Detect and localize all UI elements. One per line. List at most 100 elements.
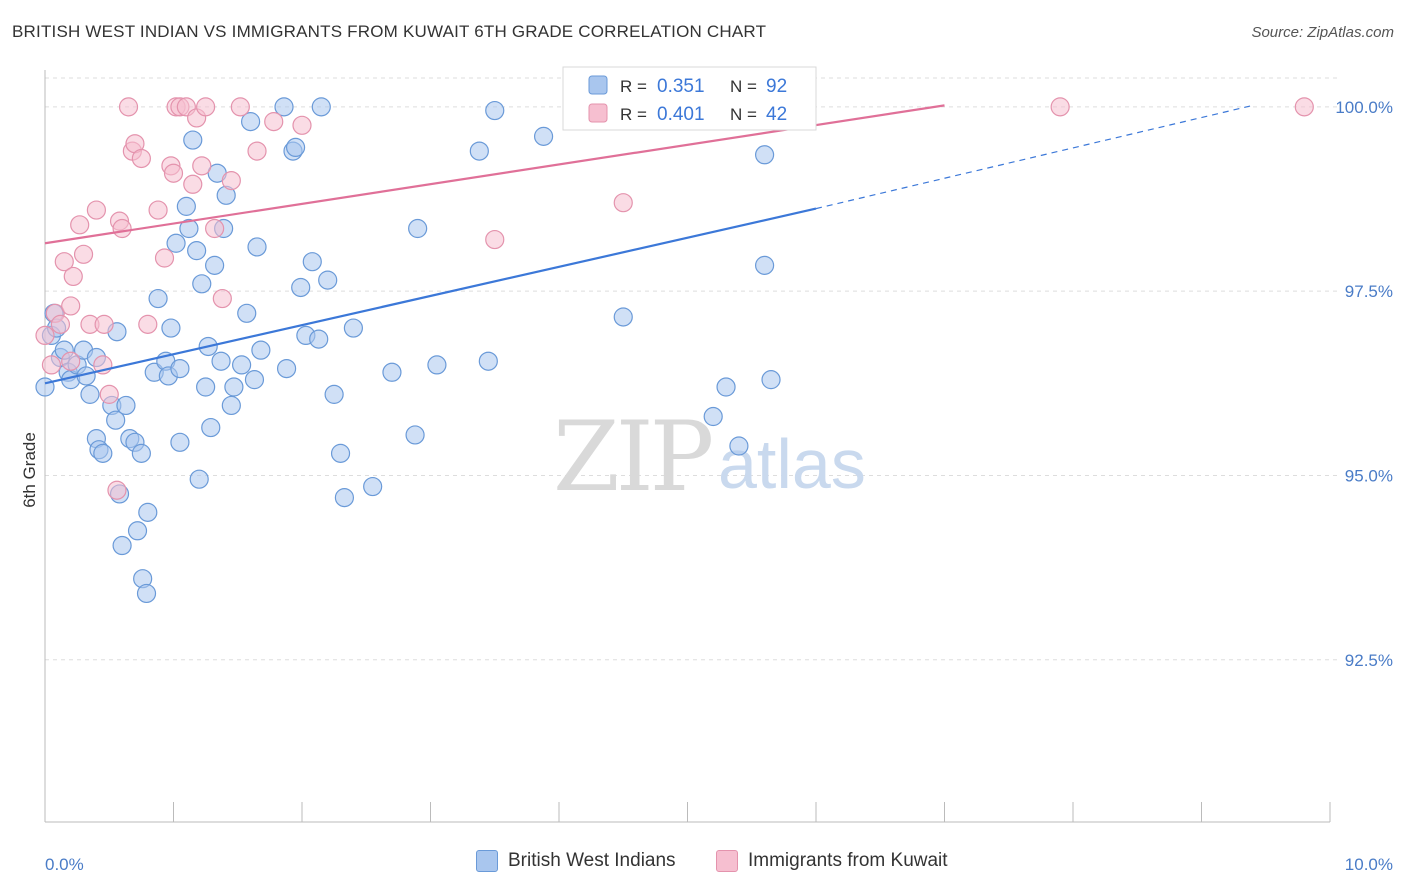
chart-title: BRITISH WEST INDIAN VS IMMIGRANTS FROM K… xyxy=(12,22,767,41)
data-point-british-west-indians xyxy=(93,443,113,463)
data-point-british-west-indians xyxy=(318,270,338,290)
series-immigrants-from-kuwait xyxy=(35,97,1314,500)
bottom-legend-item-blue[interactable]: British West Indians xyxy=(476,850,676,872)
watermark-zip: ZIP xyxy=(553,401,712,513)
data-point-immigrants-from-kuwait xyxy=(292,115,312,135)
data-point-british-west-indians xyxy=(274,97,294,117)
data-point-immigrants-from-kuwait xyxy=(192,156,212,176)
data-point-british-west-indians xyxy=(183,130,203,150)
data-point-british-west-indians xyxy=(382,362,402,382)
data-point-immigrants-from-kuwait xyxy=(212,288,232,309)
data-point-british-west-indians xyxy=(324,384,344,404)
trend-line-british-west-indians-extension xyxy=(815,104,1254,210)
x-tick-labels: 0.0% 10.0% xyxy=(45,855,1393,874)
data-point-british-west-indians xyxy=(205,255,225,275)
trend-lines xyxy=(44,104,1254,385)
data-point-british-west-indians xyxy=(106,410,126,430)
axes xyxy=(44,70,1331,823)
data-point-british-west-indians xyxy=(427,355,447,375)
data-point-british-west-indians xyxy=(241,112,261,132)
data-point-british-west-indians xyxy=(192,274,212,294)
data-point-british-west-indians xyxy=(112,535,132,556)
data-point-british-west-indians xyxy=(754,255,775,275)
data-point-british-west-indians xyxy=(176,196,196,216)
data-point-british-west-indians xyxy=(703,406,723,427)
data-point-immigrants-from-kuwait xyxy=(264,112,284,132)
data-point-british-west-indians xyxy=(35,377,55,397)
bottom-legend-item-pink[interactable]: Immigrants from Kuwait xyxy=(716,850,948,872)
data-point-immigrants-from-kuwait xyxy=(50,314,71,334)
data-point-immigrants-from-kuwait xyxy=(230,97,250,117)
data-point-british-west-indians xyxy=(127,521,148,541)
data-point-british-west-indians xyxy=(405,425,425,445)
data-point-british-west-indians xyxy=(131,443,151,463)
data-point-british-west-indians xyxy=(224,377,244,397)
data-point-immigrants-from-kuwait xyxy=(35,325,55,346)
data-point-immigrants-from-kuwait xyxy=(131,148,151,169)
x-tick-label-max: 10.0% xyxy=(1345,855,1393,874)
data-point-british-west-indians xyxy=(189,469,209,489)
legend-box: R = 0.351 N = 92 R = 0.401 N = 42 xyxy=(562,66,817,131)
y-tick-label: 97.5% xyxy=(1345,282,1393,301)
data-point-british-west-indians xyxy=(729,436,749,456)
data-point-british-west-indians xyxy=(469,141,489,161)
legend-r-value-blue: 0.351 xyxy=(657,76,705,97)
x-tick-label-min: 0.0% xyxy=(45,855,84,874)
y-tick-label: 95.0% xyxy=(1345,466,1393,485)
data-point-british-west-indians xyxy=(136,583,157,604)
data-point-british-west-indians xyxy=(244,370,265,390)
data-point-british-west-indians xyxy=(211,351,231,371)
legend-r-label-blue: R = xyxy=(620,77,647,96)
data-point-british-west-indians xyxy=(116,395,136,416)
legend-r-value-pink: 0.401 xyxy=(657,104,705,125)
bottom-legend-label-blue: British West Indians xyxy=(508,850,676,871)
data-point-british-west-indians xyxy=(138,502,158,522)
data-point-british-west-indians xyxy=(80,384,100,404)
data-point-british-west-indians xyxy=(302,252,322,272)
data-point-british-west-indians xyxy=(232,355,252,375)
legend-r-label-pink: R = xyxy=(620,105,647,124)
data-point-immigrants-from-kuwait xyxy=(613,193,633,213)
y-tick-label: 92.5% xyxy=(1345,651,1393,670)
data-point-british-west-indians xyxy=(170,358,190,379)
data-point-british-west-indians xyxy=(196,377,216,397)
legend-n-label-blue: N = xyxy=(730,77,757,96)
data-point-british-west-indians xyxy=(330,443,351,463)
data-point-immigrants-from-kuwait xyxy=(1050,97,1070,117)
data-point-british-west-indians xyxy=(478,351,498,371)
legend-n-value-blue: 92 xyxy=(766,76,787,97)
y-axis-label: 6th Grade xyxy=(20,432,39,508)
data-point-immigrants-from-kuwait xyxy=(112,218,132,239)
series-british-west-indians xyxy=(35,97,781,604)
legend-n-label-pink: N = xyxy=(730,105,757,124)
data-point-immigrants-from-kuwait xyxy=(86,200,107,220)
data-point-immigrants-from-kuwait xyxy=(196,97,216,117)
data-point-immigrants-from-kuwait xyxy=(148,200,168,220)
data-point-immigrants-from-kuwait xyxy=(41,355,62,375)
data-point-british-west-indians xyxy=(533,126,554,146)
data-point-british-west-indians xyxy=(276,358,297,379)
data-point-british-west-indians xyxy=(613,307,633,327)
data-point-immigrants-from-kuwait xyxy=(54,252,74,272)
bottom-legend-swatch-pink xyxy=(716,850,738,872)
data-point-british-west-indians xyxy=(285,137,306,158)
data-point-british-west-indians xyxy=(161,318,181,338)
legend-swatch-blue xyxy=(588,75,608,95)
data-point-immigrants-from-kuwait xyxy=(63,266,83,287)
data-point-immigrants-from-kuwait xyxy=(61,296,81,316)
data-point-british-west-indians xyxy=(179,218,199,239)
data-point-immigrants-from-kuwait xyxy=(154,248,175,268)
data-point-immigrants-from-kuwait xyxy=(247,141,267,161)
trend-line-british-west-indians xyxy=(44,207,817,385)
data-point-immigrants-from-kuwait xyxy=(70,215,90,235)
data-point-british-west-indians xyxy=(754,145,775,165)
data-point-british-west-indians xyxy=(291,277,311,298)
data-point-british-west-indians xyxy=(201,417,221,438)
data-point-immigrants-from-kuwait xyxy=(163,163,184,183)
data-point-british-west-indians xyxy=(408,218,428,239)
data-point-immigrants-from-kuwait xyxy=(138,314,158,334)
data-point-british-west-indians xyxy=(237,303,257,323)
data-point-immigrants-from-kuwait xyxy=(205,218,225,239)
data-point-immigrants-from-kuwait xyxy=(485,229,505,250)
